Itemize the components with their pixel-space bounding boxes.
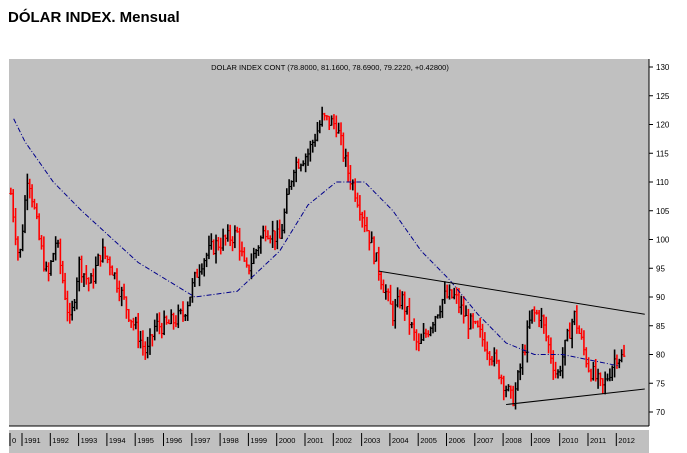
y-tick-label: 80 [656,351,665,360]
x-tick-label: 2006 [449,436,466,445]
x-tick-label: 2000 [279,436,296,445]
trendline-support [506,388,645,406]
x-tick-label: 1994 [109,436,126,445]
x-tick-label: 2004 [392,436,409,445]
x-axis-area [9,430,649,453]
y-tick-label: 110 [656,178,669,187]
x-tick-label: 1998 [222,436,239,445]
x-tick-label: 1993 [81,436,98,445]
trendline-resistance [378,270,645,315]
y-tick-label: 105 [656,207,670,216]
x-tick-label: 2010 [562,436,579,445]
y-tick-label: 85 [656,322,665,331]
y-tick-label: 70 [656,408,665,417]
y-tick-label: 100 [656,236,670,245]
y-tick-label: 115 [656,149,669,158]
x-tick-label: 2003 [364,436,381,445]
x-tick-label: 1997 [194,436,211,445]
x-tick-label: 1992 [52,436,69,445]
chart-title: DOLAR INDEX CONT (78.8000, 81.1600, 78.6… [211,63,449,72]
x-tick-label: 1995 [137,436,154,445]
x-tick-label: 2002 [335,436,352,445]
x-tick-label: 1991 [24,436,41,445]
x-tick-label: 1999 [250,436,267,445]
x-tick-label: 2011 [590,436,606,445]
y-tick-label: 120 [656,121,670,130]
y-tick-label: 130 [656,63,670,72]
x-tick-label: 2007 [477,436,494,445]
x-tick-label: 2008 [505,436,522,445]
moving-average-line [13,118,620,367]
x-tick-label: 1996 [166,436,183,445]
x-tick-label: 2005 [420,436,437,445]
x-tick-label: 2001 [307,436,324,445]
x-tick-label: 0 [12,436,16,445]
x-tick-label: 2009 [533,436,550,445]
y-tick-label: 125 [656,92,670,101]
y-axis-area [649,59,687,426]
y-tick-label: 95 [656,264,665,273]
page-title: DÓLAR INDEX. Mensual [8,9,180,26]
y-tick-label: 90 [656,293,665,302]
y-tick-label: 75 [656,379,665,388]
x-tick-label: 2012 [618,436,635,445]
